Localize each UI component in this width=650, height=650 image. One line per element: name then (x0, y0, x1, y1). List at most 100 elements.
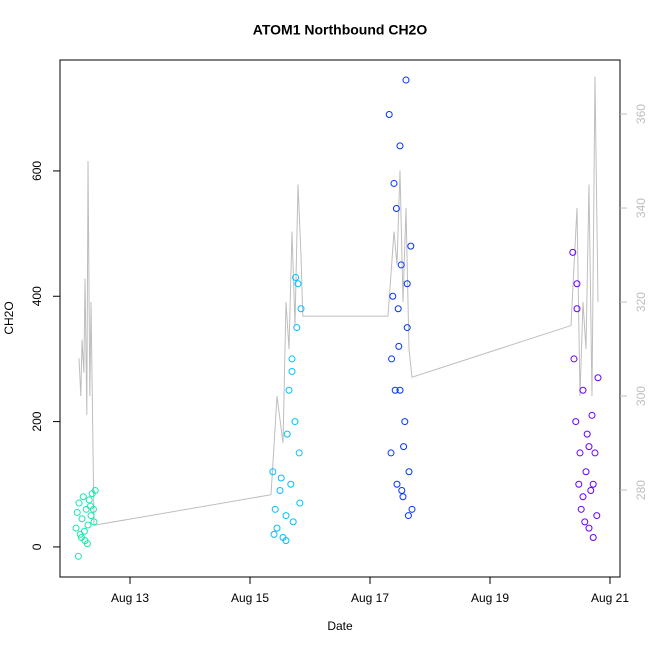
point (276, 487, 284, 495)
point (294, 280, 302, 288)
point (576, 449, 584, 457)
point (389, 292, 397, 300)
point (397, 261, 405, 269)
point (72, 524, 80, 532)
point (273, 524, 281, 532)
point (581, 518, 589, 526)
x-tick-label: Aug 21 (591, 591, 629, 605)
y2-tick-label: 340 (634, 198, 648, 218)
point (75, 499, 83, 507)
x-axis-label: Date (327, 619, 353, 633)
point (394, 305, 402, 313)
point (293, 324, 301, 332)
point (277, 474, 285, 482)
point (572, 418, 580, 426)
point (90, 518, 98, 526)
point (569, 248, 577, 256)
point (588, 411, 596, 419)
point (270, 530, 278, 538)
point (295, 449, 303, 457)
point (285, 386, 293, 394)
point (288, 367, 296, 375)
point (582, 468, 590, 476)
point (589, 534, 597, 542)
point (589, 480, 597, 488)
point (577, 505, 585, 513)
point (287, 480, 295, 488)
point (403, 280, 411, 288)
point (583, 430, 591, 438)
point (282, 512, 290, 520)
point (593, 512, 601, 520)
point (395, 342, 403, 350)
y-tick-label: 0 (30, 543, 44, 550)
point (398, 487, 406, 495)
point (391, 386, 399, 394)
point (393, 480, 401, 488)
point (77, 534, 85, 542)
y-tick-label: 400 (30, 286, 44, 306)
point (89, 505, 97, 513)
point (282, 537, 290, 545)
point (403, 324, 411, 332)
point (291, 418, 299, 426)
point (388, 355, 396, 363)
point (404, 512, 412, 520)
point (402, 76, 410, 84)
y-axis-label: CH2O (2, 301, 16, 334)
point (591, 449, 599, 457)
point (91, 487, 99, 495)
point (390, 179, 398, 187)
y2-tick-label: 300 (634, 386, 648, 406)
point (283, 430, 291, 438)
line (78, 76, 599, 526)
point (401, 418, 409, 426)
point (579, 493, 587, 501)
x-tick-label: Aug 13 (111, 591, 149, 605)
point (385, 111, 393, 119)
point (83, 540, 91, 548)
point (269, 468, 277, 476)
point (80, 527, 88, 535)
point (289, 518, 297, 526)
y2-tick-label: 360 (634, 104, 648, 124)
point (392, 205, 400, 213)
point (575, 480, 583, 488)
point (585, 443, 593, 451)
point (585, 524, 593, 532)
point (573, 280, 581, 288)
point (84, 521, 92, 529)
point (297, 305, 305, 313)
point (579, 386, 587, 394)
point (396, 386, 404, 394)
y-tick-label: 200 (30, 411, 44, 431)
x-tick-label: Aug 17 (351, 591, 389, 605)
point (407, 242, 415, 250)
point (79, 493, 87, 501)
point (400, 443, 408, 451)
point (78, 515, 86, 523)
x-tick-label: Aug 15 (231, 591, 269, 605)
chart-title: ATOM1 Northbound CH2O (253, 22, 428, 38)
x-tick-label: Aug 19 (471, 591, 509, 605)
y2-tick-label: 280 (634, 480, 648, 500)
point (573, 305, 581, 313)
point (594, 374, 602, 382)
y2-tick-label: 320 (634, 292, 648, 312)
point (271, 505, 279, 513)
y-tick-label: 600 (30, 161, 44, 181)
point (405, 468, 413, 476)
point (396, 142, 404, 150)
point (570, 355, 578, 363)
point (292, 273, 300, 281)
point (408, 505, 416, 513)
point (296, 499, 304, 507)
point (387, 449, 395, 457)
point (74, 552, 82, 560)
point (587, 487, 595, 495)
point (87, 512, 95, 520)
point (73, 508, 81, 516)
